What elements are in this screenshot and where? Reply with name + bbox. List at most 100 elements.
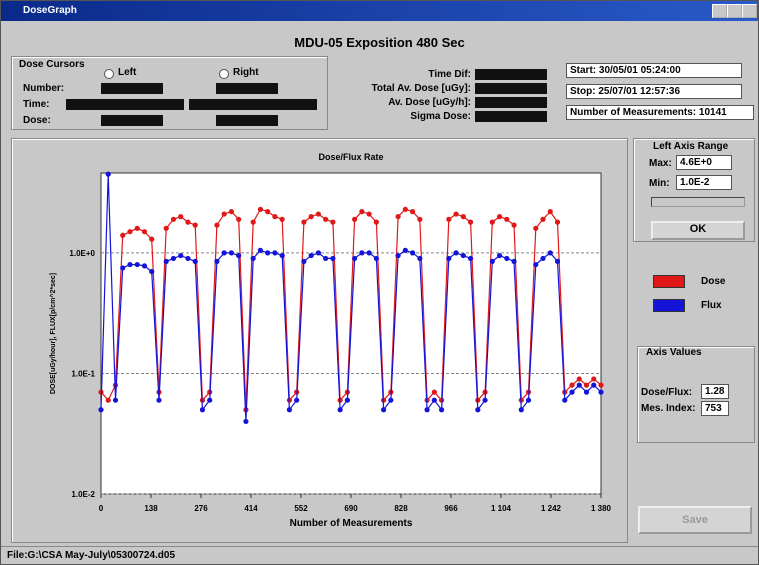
axis-range-title: Left Axis Range xyxy=(653,141,729,152)
data-point xyxy=(366,211,372,217)
data-point xyxy=(569,389,575,395)
data-point xyxy=(467,219,474,225)
data-point xyxy=(489,219,495,225)
maximize-button[interactable] xyxy=(727,4,742,18)
data-point xyxy=(279,252,285,259)
legend-swatch xyxy=(653,274,685,288)
max-dropdown[interactable]: 4.6E+0 xyxy=(676,155,732,170)
data-point xyxy=(496,214,503,220)
data-point xyxy=(576,382,582,388)
x-tick-label: 1 380 xyxy=(591,504,612,513)
data-point xyxy=(395,214,401,220)
data-point xyxy=(185,255,191,262)
series-line xyxy=(100,208,602,410)
status-bar: File:G:\CSA May-July\05300724.d05 xyxy=(1,546,758,564)
minimize-button[interactable] xyxy=(712,4,727,18)
field xyxy=(66,99,184,110)
time-dif-label: Time Dif: xyxy=(428,69,471,80)
data-point xyxy=(178,252,184,259)
legend-swatch xyxy=(653,298,685,312)
x-tick-label: 966 xyxy=(444,504,458,513)
data-point xyxy=(127,229,133,235)
data-point xyxy=(540,216,546,222)
data-point xyxy=(395,252,401,259)
data-point xyxy=(504,255,510,262)
data-point xyxy=(214,258,220,265)
data-point xyxy=(366,250,372,256)
data-point xyxy=(431,389,437,395)
chart-title: Dose/Flux Rate xyxy=(318,152,383,162)
series-line xyxy=(100,174,602,422)
av-dose-label: Av. Dose [uGy/h]: xyxy=(388,97,471,108)
min-label: Min: xyxy=(649,178,670,189)
left-radio[interactable] xyxy=(104,69,114,79)
data-point xyxy=(163,258,169,265)
y-tick-label: 1.0E-1 xyxy=(71,369,95,378)
dose-flux-label: Dose/Flux: xyxy=(641,387,693,398)
data-point xyxy=(446,255,452,262)
data-point xyxy=(323,255,329,262)
data-point xyxy=(330,255,336,262)
x-tick-label: 1 242 xyxy=(541,504,562,513)
progress xyxy=(651,197,745,207)
data-point xyxy=(141,229,148,235)
field xyxy=(189,99,317,110)
field xyxy=(101,83,163,94)
min-dropdown[interactable]: 1.0E-2 xyxy=(676,175,732,190)
data-point xyxy=(134,225,140,231)
y-tick-label: 1.0E+0 xyxy=(69,249,95,258)
data-point xyxy=(279,216,285,222)
data-point xyxy=(504,216,510,222)
index-field: 753 xyxy=(701,401,729,416)
ok-button[interactable]: OK xyxy=(651,221,745,240)
data-point xyxy=(475,407,481,413)
data-point xyxy=(460,214,466,220)
data-point xyxy=(170,216,177,222)
data-point xyxy=(120,232,126,238)
data-point xyxy=(236,252,242,259)
data-point xyxy=(417,216,423,222)
axis-range-panel xyxy=(633,138,755,242)
data-point xyxy=(265,209,271,215)
data-point xyxy=(359,209,365,215)
data-point xyxy=(207,397,213,403)
data-point xyxy=(591,376,597,382)
data-point xyxy=(214,222,220,228)
data-point xyxy=(373,219,379,225)
window-title: DoseGraph xyxy=(23,5,77,16)
data-point xyxy=(301,219,307,225)
data-point xyxy=(315,211,321,217)
left-label: Left xyxy=(118,67,137,78)
total-dose-label: Total Av. Dose [uGy]: xyxy=(371,83,471,94)
data-point xyxy=(149,268,155,275)
data-point xyxy=(243,418,249,425)
data-point xyxy=(192,258,198,265)
data-point xyxy=(257,247,264,253)
data-point xyxy=(134,261,140,268)
data-point xyxy=(381,407,387,413)
save-button[interactable]: Save xyxy=(638,506,752,534)
data-point xyxy=(460,252,466,259)
close-button[interactable] xyxy=(742,4,757,18)
data-point xyxy=(308,214,314,220)
data-point xyxy=(112,397,119,403)
axis-values-panel xyxy=(637,346,755,443)
data-point xyxy=(337,407,343,413)
data-point xyxy=(301,258,307,265)
data-point xyxy=(272,214,278,220)
x-tick-label: 138 xyxy=(144,504,158,513)
right-label: Right xyxy=(233,67,259,78)
legend-label: Dose xyxy=(701,275,726,287)
data-point xyxy=(547,209,553,215)
data-point xyxy=(489,258,495,265)
data-point xyxy=(576,376,582,382)
data-point xyxy=(178,214,184,220)
data-point xyxy=(221,250,227,256)
sigma-label: Sigma Dose: xyxy=(410,111,471,122)
data-point xyxy=(192,222,198,228)
index-label: Mes. Index: xyxy=(641,403,696,414)
data-point xyxy=(554,219,561,225)
data-point xyxy=(156,397,162,403)
right-radio[interactable] xyxy=(219,69,229,79)
